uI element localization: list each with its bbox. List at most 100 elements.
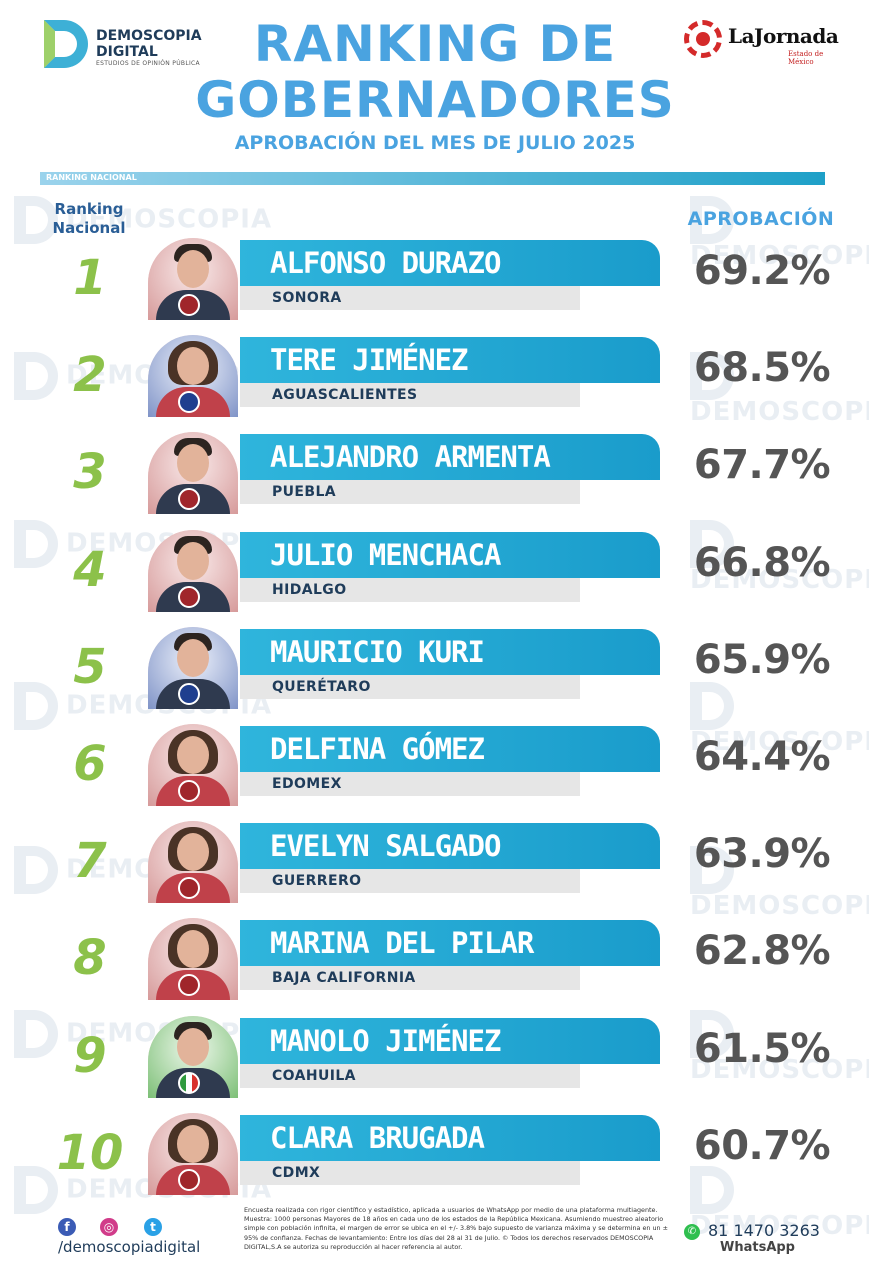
state-name: COAHUILA — [272, 1068, 356, 1084]
demoscopia-d-icon — [44, 20, 88, 68]
approval-value: 66.8% — [693, 540, 831, 586]
state-bar: BAJA CALIFORNIA — [240, 966, 580, 990]
whatsapp-icon: ✆ — [684, 1223, 700, 1240]
state-name: GUERRERO — [272, 873, 362, 889]
name-bar: DELFINA GÓMEZ — [240, 726, 660, 772]
name-bar: MARINA DEL PILAR — [240, 920, 660, 966]
party-badge-icon — [178, 877, 200, 899]
approval-value: 65.9% — [693, 637, 831, 683]
governor-name: JULIO MENCHACA — [270, 538, 501, 572]
name-bar: ALFONSO DURAZO — [240, 240, 660, 286]
methodology-disclaimer: Encuesta realizada con rigor científico … — [244, 1206, 668, 1251]
brand-name-2: DIGITAL — [96, 44, 158, 60]
instagram-icon[interactable]: ◎ — [100, 1218, 118, 1236]
rank-column-header: Ranking Nacional — [52, 200, 126, 237]
name-bar: TERE JIMÉNEZ — [240, 337, 660, 383]
rank-number: 9 — [73, 1028, 107, 1084]
la-jornada-sub: Estado de México — [788, 50, 824, 66]
name-bar: MAURICIO KURI — [240, 629, 660, 675]
name-bar: ALEJANDRO ARMENTA — [240, 434, 660, 480]
ranking-row: 10 CLARA BRUGADA CDMX 60.7% — [0, 1113, 869, 1205]
approval-value: 61.5% — [693, 1026, 831, 1072]
party-badge-icon — [178, 488, 200, 510]
rank-number: 4 — [73, 542, 107, 598]
ranking-row: 7 EVELYN SALGADO GUERRERO 63.9% — [0, 821, 869, 913]
ranking-row: 3 ALEJANDRO ARMENTA PUEBLA 67.7% — [0, 432, 869, 524]
rank-number: 8 — [73, 930, 107, 986]
approval-value: 69.2% — [693, 248, 831, 294]
state-bar: AGUASCALIENTES — [240, 383, 580, 407]
governor-name: MAURICIO KURI — [270, 635, 485, 669]
state-bar: COAHUILA — [240, 1064, 580, 1088]
governor-name: EVELYN SALGADO — [270, 829, 501, 863]
governor-photo — [148, 1016, 238, 1098]
facebook-icon[interactable]: f — [58, 1218, 76, 1236]
twitter-icon[interactable]: t — [144, 1218, 162, 1236]
governor-photo — [148, 432, 238, 514]
ranking-row: 5 MAURICIO KURI QUERÉTARO 65.9% — [0, 627, 869, 719]
ranking-row: 9 MANOLO JIMÉNEZ COAHUILA 61.5% — [0, 1016, 869, 1108]
ranking-row: 1 ALFONSO DURAZO SONORA 69.2% — [0, 238, 869, 330]
approval-column-header: APROBACIÓN — [687, 208, 835, 230]
governor-photo — [148, 238, 238, 320]
name-bar: EVELYN SALGADO — [240, 823, 660, 869]
governor-photo — [148, 918, 238, 1000]
la-jornada-seal-icon — [684, 20, 722, 58]
state-bar: PUEBLA — [240, 480, 580, 504]
state-name: EDOMEX — [272, 776, 342, 792]
state-name: QUERÉTARO — [272, 679, 371, 695]
rank-number: 1 — [73, 250, 107, 306]
section-bar: RANKING NACIONAL — [40, 172, 825, 185]
state-bar: EDOMEX — [240, 772, 580, 796]
rank-number: 6 — [73, 736, 107, 792]
social-handle[interactable]: /demoscopiadigital — [58, 1238, 201, 1256]
name-bar: MANOLO JIMÉNEZ — [240, 1018, 660, 1064]
state-name: PUEBLA — [272, 484, 337, 500]
governor-photo — [148, 724, 238, 806]
governor-name: MANOLO JIMÉNEZ — [270, 1024, 501, 1058]
state-bar: QUERÉTARO — [240, 675, 580, 699]
brand-tagline: ESTUDIOS DE OPINIÓN PÚBLICA — [96, 60, 200, 67]
state-name: BAJA CALIFORNIA — [272, 970, 416, 986]
governor-name: DELFINA GÓMEZ — [270, 732, 485, 766]
governor-photo — [148, 530, 238, 612]
state-bar: CDMX — [240, 1161, 580, 1185]
party-badge-icon — [178, 683, 200, 705]
party-badge-icon — [178, 1072, 200, 1094]
governor-photo — [148, 1113, 238, 1195]
party-badge-icon — [178, 780, 200, 802]
whatsapp-phone[interactable]: ✆ 81 1470 3263 — [684, 1221, 844, 1240]
governor-name: MARINA DEL PILAR — [270, 926, 534, 960]
state-bar: HIDALGO — [240, 578, 580, 602]
governor-name: TERE JIMÉNEZ — [270, 343, 469, 377]
party-badge-icon — [178, 586, 200, 608]
la-jornada-logo: LaJornada Estado de México — [684, 20, 844, 66]
ranking-row: 4 JULIO MENCHACA HIDALGO 66.8% — [0, 530, 869, 622]
state-name: CDMX — [272, 1165, 321, 1181]
ranking-row: 8 MARINA DEL PILAR BAJA CALIFORNIA 62.8% — [0, 918, 869, 1010]
approval-value: 62.8% — [693, 928, 831, 974]
brand-name: DEMOSCOPIA — [96, 28, 202, 44]
page-title: RANKING DE GOBERNADORES — [195, 15, 675, 129]
governor-photo — [148, 627, 238, 709]
governor-name: ALEJANDRO ARMENTA — [270, 440, 551, 474]
state-name: AGUASCALIENTES — [272, 387, 418, 403]
approval-value: 67.7% — [693, 442, 831, 488]
approval-value: 64.4% — [693, 734, 831, 780]
state-bar: GUERRERO — [240, 869, 580, 893]
rank-number: 7 — [73, 833, 107, 889]
name-bar: CLARA BRUGADA — [240, 1115, 660, 1161]
whatsapp-label: WhatsApp — [720, 1240, 795, 1255]
approval-value: 68.5% — [693, 345, 831, 391]
page-subtitle: APROBACIÓN DEL MES DE JULIO 2025 — [234, 132, 636, 154]
ranking-row: 6 DELFINA GÓMEZ EDOMEX 64.4% — [0, 724, 869, 816]
rank-number: 3 — [73, 444, 107, 500]
name-bar: JULIO MENCHACA — [240, 532, 660, 578]
rank-number: 10 — [56, 1125, 124, 1181]
la-jornada-name: LaJornada — [728, 24, 839, 48]
rank-number: 2 — [73, 347, 107, 403]
governor-photo — [148, 335, 238, 417]
party-badge-icon — [178, 1169, 200, 1191]
rank-number: 5 — [73, 639, 107, 695]
approval-value: 60.7% — [693, 1123, 831, 1169]
